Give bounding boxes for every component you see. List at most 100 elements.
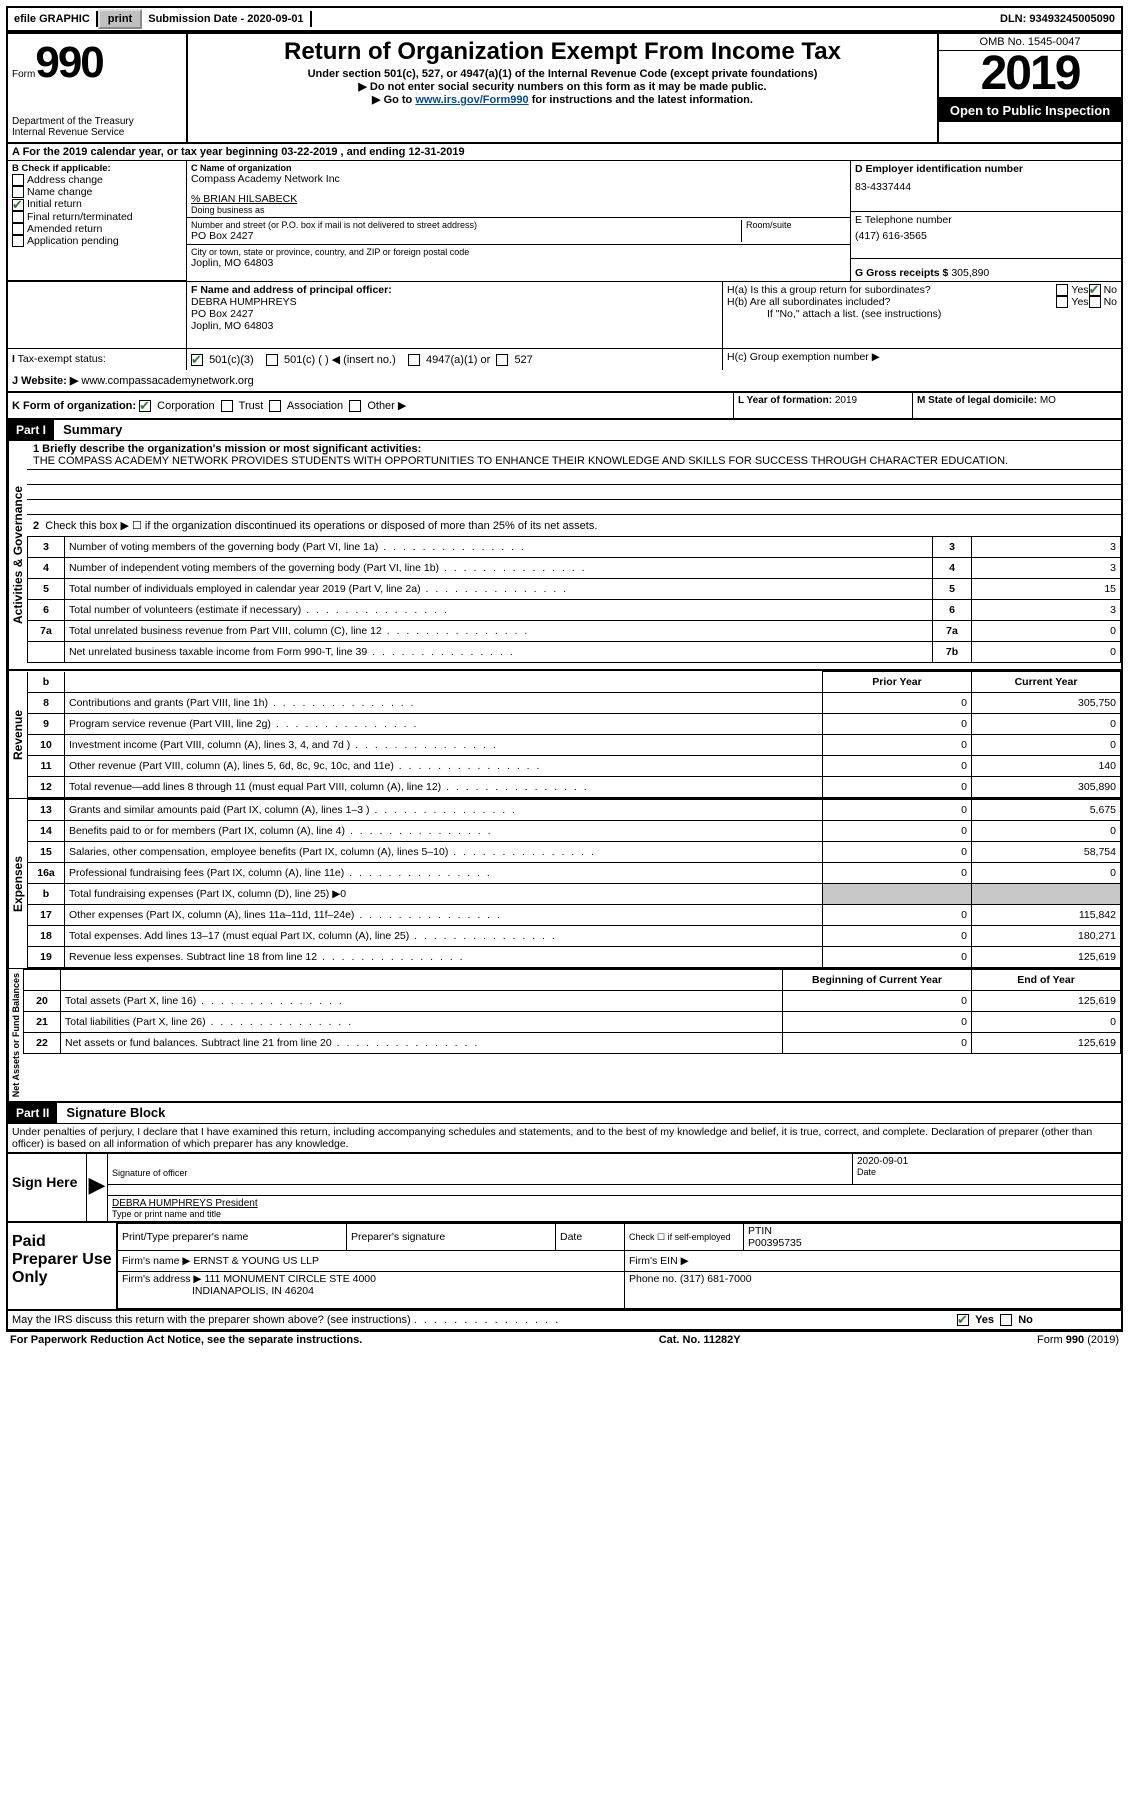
section-net-assets: Net Assets or Fund Balances Beginning of… — [8, 968, 1121, 1101]
chk-address[interactable] — [12, 174, 24, 186]
group-exemption: H(c) Group exemption number ▶ — [723, 349, 1121, 370]
header-left: Form990 Department of the Treasury Inter… — [8, 34, 188, 142]
form-title: Return of Organization Exempt From Incom… — [194, 38, 931, 66]
website-url: www.compassacademynetwork.org — [81, 375, 253, 387]
chk-hb-yes[interactable] — [1056, 296, 1068, 308]
firm-name: ERNST & YOUNG US LLP — [193, 1255, 319, 1267]
officer-sign-name: DEBRA HUMPHREYS President — [112, 1198, 1117, 1209]
table-row: 10Investment income (Part VIII, column (… — [28, 735, 1121, 756]
table-row: 14Benefits paid to or for members (Part … — [28, 821, 1121, 842]
state-domicile: MO — [1040, 395, 1056, 406]
preparer-table: Print/Type preparer's name Preparer's si… — [117, 1223, 1121, 1309]
table-row: 6Total number of volunteers (estimate if… — [28, 600, 1121, 621]
footer: For Paperwork Reduction Act Notice, see … — [6, 1332, 1123, 1348]
chk-ha-yes[interactable] — [1056, 284, 1068, 296]
sign-here-block: Sign Here ▶ Signature of officer 2020-09… — [8, 1152, 1121, 1223]
table-row: 9Program service revenue (Part VIII, lin… — [28, 714, 1121, 735]
chk-501c[interactable] — [266, 354, 278, 366]
entity-block: B Check if applicable: Address change Na… — [8, 161, 1121, 281]
table-row: 4Number of independent voting members of… — [28, 558, 1121, 579]
officer-name: DEBRA HUMPHREYS — [191, 296, 718, 308]
net-assets-table: Beginning of Current Year End of Year 20… — [23, 969, 1121, 1054]
table-row: 11Other revenue (Part VIII, column (A), … — [28, 756, 1121, 777]
firm-phone: (317) 681-7000 — [680, 1273, 752, 1285]
city-state-zip: Joplin, MO 64803 — [191, 257, 846, 269]
chk-other[interactable] — [349, 400, 361, 412]
box-d-g: D Employer identification number 83-4337… — [851, 161, 1121, 281]
chk-501c3[interactable] — [191, 354, 203, 366]
telephone: (417) 616-3565 — [855, 230, 1117, 242]
form-header: Form990 Department of the Treasury Inter… — [8, 34, 1121, 144]
line-a: A For the 2019 calendar year, or tax yea… — [8, 144, 1121, 161]
chk-amended[interactable] — [12, 223, 24, 235]
website-row: J Website: ▶ www.compassacademynetwork.o… — [8, 370, 1121, 393]
chk-trust[interactable] — [221, 400, 233, 412]
chk-hb-no[interactable] — [1089, 296, 1101, 308]
print-button[interactable]: print — [98, 9, 142, 29]
dln: DLN: 93493245005090 — [994, 11, 1121, 27]
instructions-link[interactable]: www.irs.gov/Form990 — [415, 94, 528, 106]
vlabel-governance: Activities & Governance — [8, 441, 27, 669]
table-row: 7aTotal unrelated business revenue from … — [28, 621, 1121, 642]
efile-label: efile GRAPHIC — [8, 11, 98, 27]
status-row: I Tax-exempt status: 501(c)(3) 501(c) ( … — [8, 348, 1121, 370]
submission-seg: Submission Date - 2020-09-01 — [142, 11, 311, 27]
cat-no: Cat. No. 11282Y — [659, 1334, 741, 1346]
street-address: PO Box 2427 — [191, 230, 741, 242]
vlabel-expenses: Expenses — [8, 799, 27, 968]
officer-group-block: F Name and address of principal officer:… — [8, 281, 1121, 348]
governance-table: 3Number of voting members of the governi… — [27, 536, 1121, 663]
header-center: Return of Organization Exempt From Incom… — [188, 34, 937, 142]
chk-corp[interactable] — [139, 400, 151, 412]
table-row: 3Number of voting members of the governi… — [28, 537, 1121, 558]
sign-date: 2020-09-01 — [857, 1156, 1117, 1167]
k-l-m-row: K Form of organization: Corporation Trus… — [8, 393, 1121, 420]
discuss-row: May the IRS discuss this return with the… — [8, 1311, 1121, 1330]
header-right: OMB No. 1545-0047 2019 Open to Public In… — [937, 34, 1121, 142]
chk-final[interactable] — [12, 211, 24, 223]
section-revenue: Revenue b Prior Year Current Year 8Contr… — [8, 671, 1121, 798]
table-row: bTotal fundraising expenses (Part IX, co… — [28, 884, 1121, 905]
open-to-public: Open to Public Inspection — [939, 99, 1121, 122]
table-row: 22Net assets or fund balances. Subtract … — [24, 1033, 1121, 1054]
revenue-table: b Prior Year Current Year 8Contributions… — [27, 671, 1121, 798]
chk-assoc[interactable] — [269, 400, 281, 412]
gross-receipts: 305,890 — [951, 267, 989, 279]
table-row: Net unrelated business taxable income fr… — [28, 642, 1121, 663]
mission-text: THE COMPASS ACADEMY NETWORK PROVIDES STU… — [33, 455, 1008, 467]
section-governance: Activities & Governance 1 Briefly descri… — [8, 441, 1121, 669]
table-row: 17Other expenses (Part IX, column (A), l… — [28, 905, 1121, 926]
table-row: 5Total number of individuals employed in… — [28, 579, 1121, 600]
vlabel-net: Net Assets or Fund Balances — [8, 969, 23, 1101]
paid-preparer-block: Paid Preparer Use Only Print/Type prepar… — [8, 1223, 1121, 1311]
chk-ha-no[interactable] — [1089, 284, 1101, 296]
chk-527[interactable] — [496, 354, 508, 366]
penalty-text: Under penalties of perjury, I declare th… — [8, 1124, 1121, 1152]
chk-initial[interactable] — [12, 199, 24, 211]
ptin: P00395735 — [748, 1237, 802, 1249]
ein: 83-4337444 — [855, 181, 1117, 193]
top-bar: efile GRAPHIC print Submission Date - 20… — [6, 6, 1123, 32]
org-name: Compass Academy Network Inc — [191, 173, 846, 185]
table-row: 18Total expenses. Add lines 13–17 (must … — [28, 926, 1121, 947]
chk-app-pending[interactable] — [12, 235, 24, 247]
part2-header: Part II Signature Block — [8, 1101, 1121, 1124]
table-row: 19Revenue less expenses. Subtract line 1… — [28, 947, 1121, 968]
year-formation: 2019 — [835, 395, 857, 406]
form-body: Form990 Department of the Treasury Inter… — [6, 32, 1123, 1332]
box-c: C Name of organization Compass Academy N… — [187, 161, 851, 281]
table-row: 20Total assets (Part X, line 16)0125,619 — [24, 991, 1121, 1012]
chk-discuss-no[interactable] — [1000, 1314, 1012, 1326]
table-row: 15Salaries, other compensation, employee… — [28, 842, 1121, 863]
arrow-icon: ▶ — [87, 1154, 108, 1221]
table-row: 21Total liabilities (Part X, line 26)00 — [24, 1012, 1121, 1033]
chk-discuss-yes[interactable] — [957, 1314, 969, 1326]
care-of: % BRIAN HILSABECK — [191, 193, 846, 205]
chk-4947[interactable] — [408, 354, 420, 366]
box-b: B Check if applicable: Address change Na… — [8, 161, 187, 281]
section-expenses: Expenses 13Grants and similar amounts pa… — [8, 798, 1121, 968]
expenses-table: 13Grants and similar amounts paid (Part … — [27, 799, 1121, 968]
table-row: 12Total revenue—add lines 8 through 11 (… — [28, 777, 1121, 798]
part1-header: Part I Summary — [8, 420, 1121, 441]
firm-addr1: 111 MONUMENT CIRCLE STE 4000 — [204, 1273, 376, 1285]
